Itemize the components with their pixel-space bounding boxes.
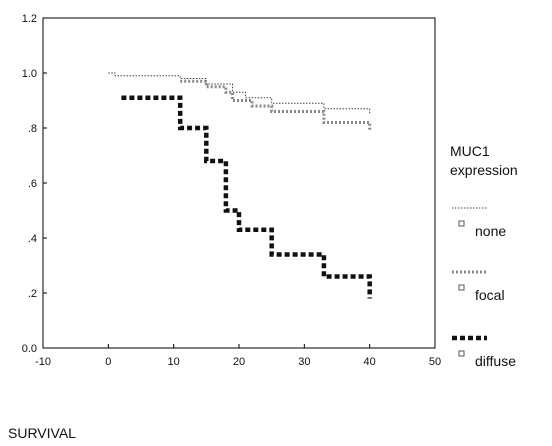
y-tick-label: 1.2 — [22, 13, 37, 25]
x-tick-label: 50 — [429, 356, 441, 368]
legend-label-none: none — [475, 223, 506, 239]
legend-marker-focal — [458, 284, 465, 291]
legend-label-diffuse: diffuse — [475, 353, 516, 369]
legend-marker-diffuse — [458, 350, 465, 357]
x-tick-label: 20 — [233, 356, 245, 368]
legend-title-line-2: expression — [450, 162, 518, 178]
y-tick-label: .6 — [28, 178, 37, 190]
legend-marker-none — [458, 220, 465, 227]
y-tick-label: .8 — [28, 123, 37, 135]
y-tick-label: .4 — [28, 233, 37, 245]
y-tick-label: 1.0 — [22, 68, 37, 80]
legend: MUC1 expression none focal diffuse — [450, 143, 518, 369]
plot-frame — [42, 17, 436, 349]
x-tick-label: 40 — [364, 356, 376, 368]
y-tick-label: .2 — [28, 288, 37, 300]
x-tick-label: 0 — [105, 356, 111, 368]
x-tick-label: 30 — [298, 356, 310, 368]
legend-title-line-1: MUC1 — [450, 143, 490, 159]
x-axis-label: SURVIVAL — [8, 425, 76, 441]
series-layer — [108, 72, 372, 299]
y-tick-label: 0.0 — [22, 343, 37, 355]
x-tick-label: -10 — [35, 356, 51, 368]
x-axis: -10 0 10 20 30 40 50 — [35, 344, 441, 368]
series-line-diffuse — [121, 95, 372, 299]
legend-label-focal: focal — [475, 287, 505, 303]
series-line-none — [108, 72, 371, 115]
series-line-focal — [180, 79, 372, 131]
y-axis: 0.0 .2 .4 .6 .8 1.0 1.2 — [22, 13, 47, 355]
x-tick-label: 10 — [168, 356, 180, 368]
